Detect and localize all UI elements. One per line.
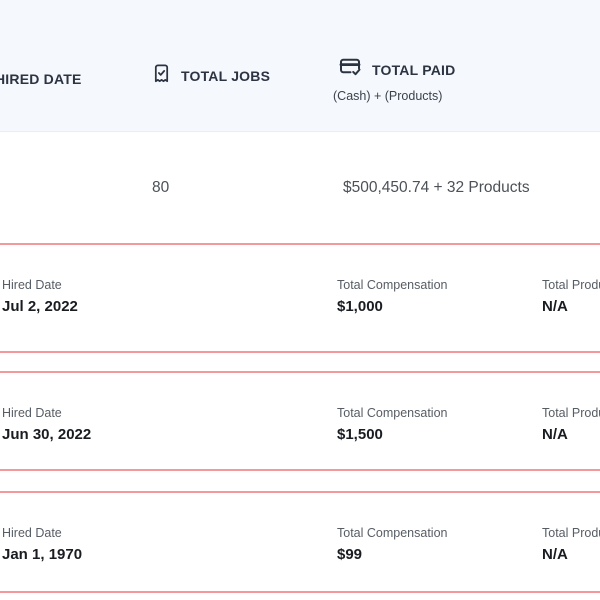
total-compensation-value: $1,000	[337, 298, 383, 315]
hired-date-label: Hired Date	[2, 278, 62, 292]
total-products-label: Total Products	[542, 526, 600, 540]
total-paid-header-label: TOTAL PAID	[372, 61, 456, 78]
column-header-total-paid: TOTAL PAID (Cash) + (Products)	[333, 57, 456, 103]
total-products-value: N/A	[542, 426, 568, 443]
hired-date-header-label: HIRED DATE	[0, 71, 82, 87]
receipt-check-icon	[151, 63, 172, 89]
total-compensation-label: Total Compensation	[337, 406, 448, 420]
total-compensation-cell: Total Compensation $1,500	[337, 406, 447, 443]
card-check-icon	[338, 57, 362, 82]
total-paid-header-sublabel: (Cash) + (Products)	[333, 89, 443, 103]
hired-date-cell: Hired Date Jan 1, 1970	[2, 526, 82, 563]
total-products-cell: Total Products N/A	[542, 406, 600, 443]
employee-record-card[interactable]: Hired Date Jul 2, 2022 Total Compensatio…	[0, 243, 600, 353]
hired-date-value: Jan 1, 1970	[2, 546, 83, 563]
total-compensation-label: Total Compensation	[337, 526, 448, 540]
hired-date-label: Hired Date	[2, 526, 62, 540]
summary-total-jobs-value: 80	[152, 179, 170, 196]
hired-date-value: Jun 30, 2022	[2, 426, 92, 443]
total-products-label: Total Products	[542, 278, 600, 292]
total-jobs-header-label: TOTAL JOBS	[181, 68, 271, 84]
total-products-value: N/A	[542, 298, 568, 315]
column-header-total-jobs: TOTAL JOBS	[151, 63, 270, 89]
hired-date-cell: Hired Date Jul 2, 2022	[2, 278, 78, 315]
total-products-cell: Total Products N/A	[542, 526, 600, 563]
total-compensation-label: Total Compensation	[337, 278, 448, 292]
total-products-cell: Total Products N/A	[542, 278, 600, 315]
summary-total-paid-value: $500,450.74 + 32 Products	[343, 179, 530, 196]
total-products-value: N/A	[542, 546, 568, 563]
total-compensation-value: $99	[337, 546, 363, 563]
employee-record-card[interactable]: Hired Date Jan 1, 1970 Total Compensatio…	[0, 491, 600, 593]
hired-date-label: Hired Date	[2, 406, 62, 420]
total-products-label: Total Products	[542, 406, 600, 420]
employee-record-card[interactable]: Hired Date Jun 30, 2022 Total Compensati…	[0, 371, 600, 471]
total-compensation-value: $1,500	[337, 426, 383, 443]
table-header-row: HIRED DATE TOTAL JOBS TO	[0, 0, 600, 132]
hired-date-cell: Hired Date Jun 30, 2022	[2, 406, 91, 443]
total-compensation-cell: Total Compensation $99	[337, 526, 447, 563]
column-header-hired-date: HIRED DATE	[0, 71, 82, 89]
total-compensation-cell: Total Compensation $1,000	[337, 278, 447, 315]
hired-date-value: Jul 2, 2022	[2, 298, 78, 315]
